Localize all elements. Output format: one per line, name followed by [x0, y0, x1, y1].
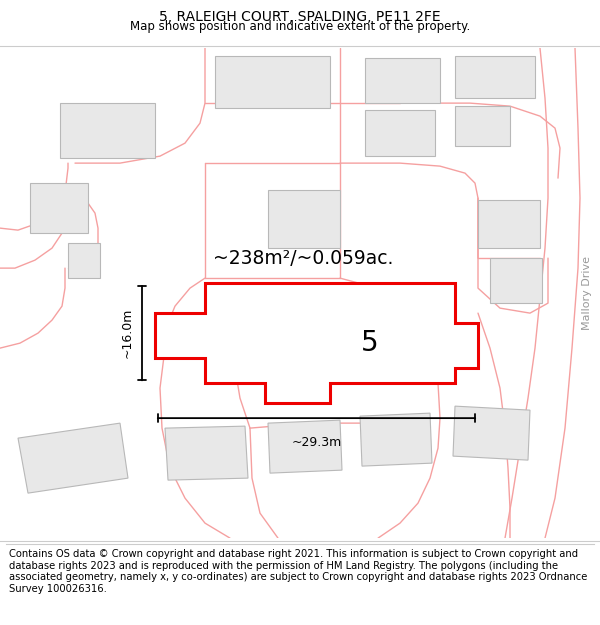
Polygon shape	[18, 423, 128, 493]
Text: ~238m²/~0.059ac.: ~238m²/~0.059ac.	[213, 249, 394, 268]
Polygon shape	[68, 243, 100, 278]
Polygon shape	[155, 283, 478, 403]
Text: Map shows position and indicative extent of the property.: Map shows position and indicative extent…	[130, 20, 470, 33]
Text: ~29.3m: ~29.3m	[292, 436, 341, 449]
Polygon shape	[365, 110, 435, 156]
Polygon shape	[453, 406, 530, 460]
Polygon shape	[30, 183, 88, 233]
Polygon shape	[215, 56, 330, 108]
Polygon shape	[360, 413, 432, 466]
Polygon shape	[455, 56, 535, 98]
Text: 5, RALEIGH COURT, SPALDING, PE11 2FE: 5, RALEIGH COURT, SPALDING, PE11 2FE	[159, 10, 441, 24]
Polygon shape	[365, 58, 440, 103]
Polygon shape	[478, 200, 540, 248]
Text: Mallory Drive: Mallory Drive	[582, 256, 592, 330]
Text: 5: 5	[361, 329, 379, 357]
Polygon shape	[60, 103, 155, 158]
Polygon shape	[268, 190, 340, 248]
Polygon shape	[268, 420, 342, 473]
Polygon shape	[455, 106, 510, 146]
Polygon shape	[165, 426, 248, 480]
Polygon shape	[490, 258, 542, 303]
Text: ~16.0m: ~16.0m	[121, 308, 134, 358]
Text: Contains OS data © Crown copyright and database right 2021. This information is : Contains OS data © Crown copyright and d…	[9, 549, 587, 594]
